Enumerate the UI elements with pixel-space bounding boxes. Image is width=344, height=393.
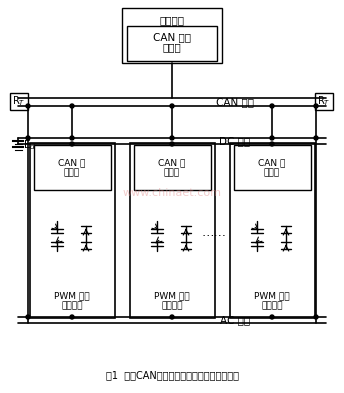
Text: CAN 接: CAN 接	[258, 158, 286, 167]
Bar	[133, 145, 211, 190]
Text: CAN 总线: CAN 总线	[216, 97, 254, 107]
Circle shape	[70, 142, 74, 146]
Text: www.chinaet.com: www.chinaet.com	[122, 188, 222, 198]
Text: 电源模块: 电源模块	[61, 301, 83, 310]
Text: R$_T$: R$_T$	[12, 95, 26, 108]
Text: DC 母线: DC 母线	[219, 136, 250, 146]
Circle shape	[270, 142, 274, 146]
Bar	[30, 143, 115, 318]
Bar	[10, 93, 28, 110]
Circle shape	[70, 136, 74, 140]
Circle shape	[26, 315, 30, 319]
Text: 电源模块: 电源模块	[261, 301, 283, 310]
Text: AC 母线: AC 母线	[220, 315, 250, 325]
Text: 口驱动: 口驱动	[264, 168, 280, 177]
Circle shape	[270, 315, 274, 319]
Bar	[129, 143, 215, 318]
Bar	[315, 93, 333, 110]
Text: R$_T$: R$_T$	[317, 95, 331, 108]
Circle shape	[26, 104, 30, 108]
Circle shape	[270, 104, 274, 108]
Text: 控制器: 控制器	[163, 42, 181, 52]
Text: CAN 接: CAN 接	[158, 158, 186, 167]
Bar	[33, 145, 110, 190]
Text: 口驱动: 口驱动	[164, 168, 180, 177]
Text: 图1  基于CAN总线的分布式逆变电源网络系统: 图1 基于CAN总线的分布式逆变电源网络系统	[106, 370, 238, 380]
Circle shape	[314, 315, 318, 319]
Text: 口驱动: 口驱动	[64, 168, 80, 177]
Bar	[229, 143, 314, 318]
Text: CAN 总线: CAN 总线	[153, 32, 191, 42]
Text: 电源模块: 电源模块	[161, 301, 183, 310]
Circle shape	[170, 104, 174, 108]
Circle shape	[70, 104, 74, 108]
Text: 监控主机: 监控主机	[160, 15, 184, 25]
Circle shape	[314, 136, 318, 140]
Text: ……: ……	[202, 226, 226, 239]
Text: E$_d$: E$_d$	[23, 138, 37, 152]
Circle shape	[26, 136, 30, 140]
Circle shape	[314, 104, 318, 108]
Circle shape	[270, 136, 274, 140]
Circle shape	[170, 142, 174, 146]
Text: PWM 逆变: PWM 逆变	[54, 292, 90, 301]
Text: PWM 逆变: PWM 逆变	[154, 292, 190, 301]
Circle shape	[170, 315, 174, 319]
Text: CAN 接: CAN 接	[58, 158, 86, 167]
Text: PWM 逆变: PWM 逆变	[254, 292, 290, 301]
Bar	[127, 26, 217, 61]
Bar	[234, 145, 311, 190]
Circle shape	[170, 136, 174, 140]
Circle shape	[70, 315, 74, 319]
Bar	[122, 8, 222, 63]
